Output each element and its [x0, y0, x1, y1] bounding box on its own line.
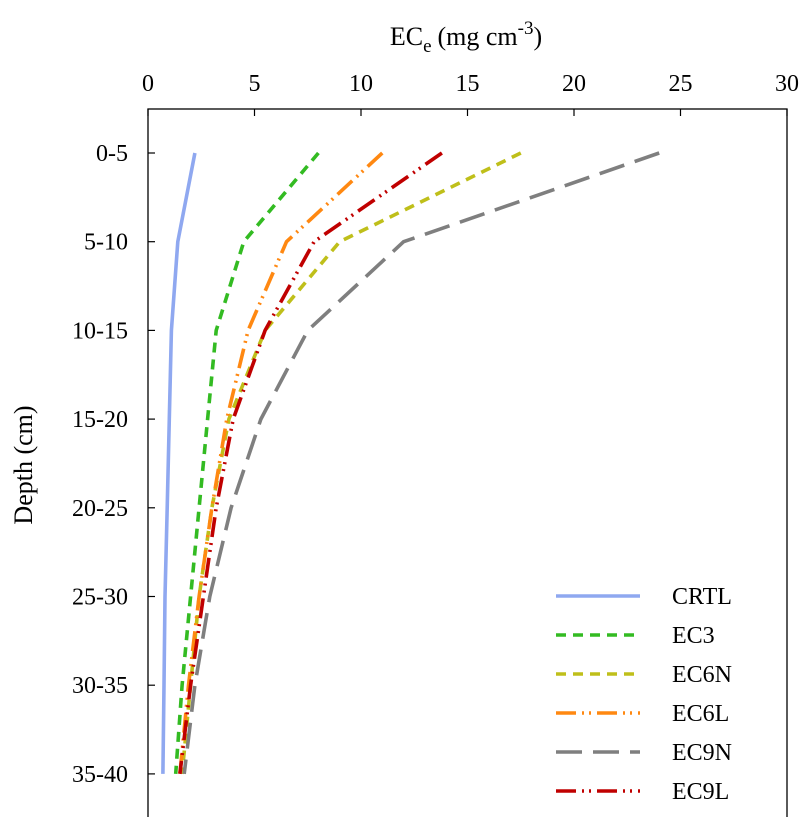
series-line-crtl: [161, 152, 197, 774]
legend-label-ec3: EC3: [672, 623, 715, 649]
x-axis-ticks: 0 5 10 15 20 25 30: [142, 71, 799, 116]
y-tick-label: 10-15: [72, 318, 128, 344]
x-axis-title-unit: (mg cm: [438, 22, 518, 51]
y-tick-label: 30-35: [72, 673, 128, 699]
y-tick-label: 20-25: [72, 496, 128, 522]
legend-label-ec6n: EC6N: [672, 662, 732, 688]
legend-label-ec6l: EC6L: [672, 701, 729, 727]
x-axis-title: ECe (mg cm-3): [390, 18, 542, 57]
series-lines: [161, 151, 660, 775]
x-tick-label: 15: [456, 71, 480, 97]
series-line-ec3: [173, 151, 320, 775]
y-tick-label: 5-10: [84, 230, 128, 256]
x-axis-title-superscript: -3: [518, 18, 534, 39]
y-tick-label: 35-40: [72, 762, 128, 788]
x-axis-title-subscript: e: [423, 36, 431, 57]
x-tick-label: 20: [562, 71, 586, 97]
x-tick-label: 25: [669, 71, 693, 97]
legend-label-ec9l: EC9L: [672, 779, 729, 805]
legend-label-crtl: CRTL: [672, 584, 732, 610]
y-axis-ticks: 0-5 5-10 10-15 15-20 20-25 25-30 30-35 35-40: [72, 141, 155, 788]
series-line-ec6l: [178, 151, 384, 775]
y-axis-title: Depth (cm): [9, 405, 38, 524]
series-line-ec9l: [178, 151, 443, 775]
x-tick-label: 5: [249, 71, 261, 97]
legend-label-ec9n: EC9N: [672, 740, 732, 766]
y-tick-label: 0-5: [96, 141, 128, 167]
series-line-ec6n: [180, 151, 522, 775]
x-tick-label: 30: [775, 71, 799, 97]
x-tick-label: 0: [142, 71, 154, 97]
x-axis-title-main: EC: [390, 22, 423, 51]
y-tick-label: 15-20: [72, 407, 128, 433]
legend: CRTL EC3 EC6N EC6L EC9N EC9L: [556, 584, 732, 805]
series-line-ec9n: [182, 151, 660, 775]
y-tick-label: 25-30: [72, 585, 128, 611]
x-tick-label: 10: [349, 71, 373, 97]
x-axis-title-close: ): [533, 22, 542, 51]
